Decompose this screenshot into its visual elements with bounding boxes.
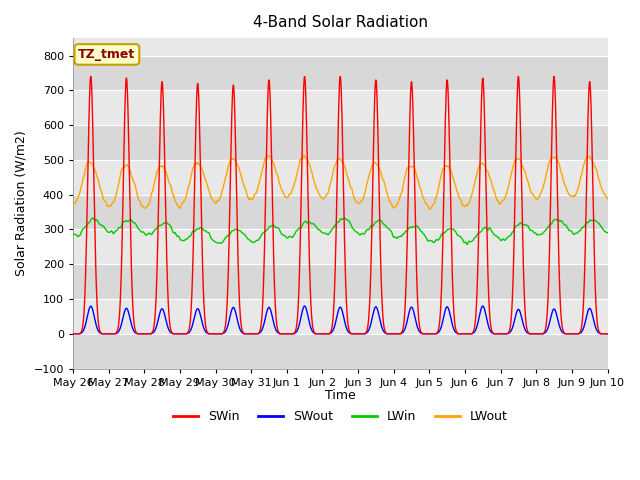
Bar <box>73 229 607 264</box>
SWin <box>604 331 611 336</box>
LWin <box>218 240 226 245</box>
LWin <box>356 232 364 238</box>
LWin <box>367 223 375 228</box>
Bar <box>73 56 607 90</box>
LWin <box>604 230 611 236</box>
SWin <box>218 331 226 336</box>
LWin <box>89 215 97 221</box>
Line: SWin: SWin <box>73 76 607 334</box>
SWin <box>69 331 77 336</box>
SWin <box>87 73 95 79</box>
Y-axis label: Solar Radiation (W/m2): Solar Radiation (W/m2) <box>15 131 28 276</box>
LWin <box>572 230 579 236</box>
Legend: SWin, SWout, LWin, LWout: SWin, SWout, LWin, LWout <box>168 406 513 428</box>
Bar <box>73 90 607 125</box>
LWout <box>557 168 564 174</box>
SWout <box>496 331 504 336</box>
Bar <box>73 334 607 369</box>
SWout <box>301 303 308 309</box>
LWout <box>572 192 579 198</box>
SWout <box>356 331 364 336</box>
Bar <box>73 160 607 194</box>
X-axis label: Time: Time <box>325 389 356 402</box>
SWout <box>572 331 579 336</box>
LWin <box>496 237 504 242</box>
LWout <box>367 165 375 171</box>
LWin <box>557 218 564 224</box>
LWout <box>218 189 226 194</box>
SWout <box>367 319 375 325</box>
LWout <box>604 196 611 202</box>
SWout <box>604 331 611 336</box>
Bar <box>73 194 607 229</box>
Line: LWout: LWout <box>73 156 607 209</box>
LWout <box>264 153 272 158</box>
SWin <box>356 331 364 336</box>
Bar <box>73 125 607 160</box>
LWout <box>426 206 433 212</box>
Text: TZ_tmet: TZ_tmet <box>78 48 136 61</box>
LWin <box>463 241 471 247</box>
SWin <box>496 331 504 336</box>
SWin <box>572 331 579 336</box>
SWin <box>367 249 375 255</box>
LWin <box>69 231 77 237</box>
Line: LWin: LWin <box>73 218 607 244</box>
LWout <box>356 200 364 205</box>
SWout <box>218 331 226 336</box>
SWout <box>557 326 564 332</box>
LWout <box>496 201 504 207</box>
Bar <box>73 299 607 334</box>
SWout <box>69 331 77 336</box>
LWout <box>69 201 77 206</box>
Bar <box>73 264 607 299</box>
SWin <box>557 303 564 309</box>
Title: 4-Band Solar Radiation: 4-Band Solar Radiation <box>253 15 428 30</box>
Line: SWout: SWout <box>73 306 607 334</box>
